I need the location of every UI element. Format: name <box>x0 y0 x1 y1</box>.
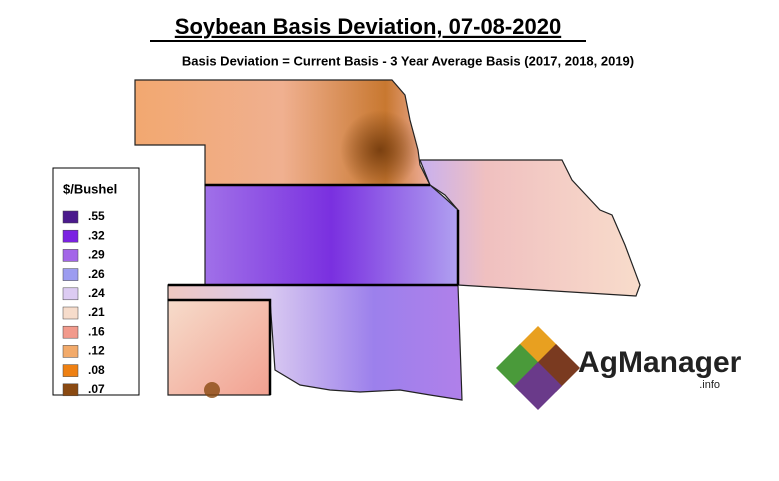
logo-suffix: .info <box>699 379 720 391</box>
kansas <box>204 184 459 286</box>
legend-label: .29 <box>88 248 105 262</box>
legend-swatch <box>62 325 79 339</box>
dark-area <box>340 110 420 190</box>
legend-swatch <box>62 383 79 397</box>
legend-box <box>52 167 140 396</box>
legend-swatch <box>62 249 79 262</box>
map <box>134 79 641 401</box>
missouri <box>419 159 641 297</box>
texas-panhandle <box>167 299 271 396</box>
legend-label: .55 <box>88 209 105 223</box>
dark-spot <box>204 382 220 398</box>
legend-swatch <box>62 345 79 358</box>
subtitle: Basis Deviation = Current Basis - 3 Year… <box>182 53 634 68</box>
legend-swatch <box>62 306 79 320</box>
legend-label: .07 <box>88 382 105 396</box>
legend-title: $/Bushel <box>63 181 117 196</box>
logo-tile <box>514 362 562 410</box>
legend-items: .55 .32 .29 .26 .24 .21 .16 .12 .08 .07 <box>62 209 105 397</box>
legend-swatch <box>62 210 79 224</box>
logo: AgManager .info <box>496 326 742 410</box>
legend-label: .24 <box>88 286 105 300</box>
legend-label: .21 <box>88 305 105 319</box>
legend-label: .26 <box>88 267 105 281</box>
logo-name: AgManager <box>578 346 742 379</box>
legend-swatch <box>62 229 79 243</box>
legend-label: .12 <box>88 344 105 358</box>
legend-swatch <box>62 364 79 377</box>
legend-label: .08 <box>88 363 105 377</box>
legend-label: .16 <box>88 324 105 338</box>
state-borders <box>168 183 460 395</box>
legend-swatch <box>62 287 79 301</box>
title: Soybean Basis Deviation, 07-08-2020 <box>175 14 561 39</box>
legend-swatch <box>62 268 79 281</box>
legend-label: .32 <box>88 228 105 242</box>
